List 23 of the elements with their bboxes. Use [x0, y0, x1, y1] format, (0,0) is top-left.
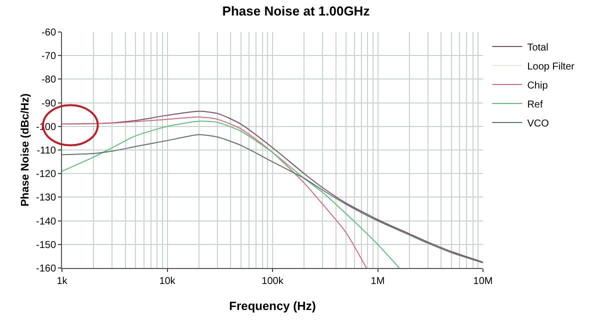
- y-tick-label: -160: [36, 264, 56, 274]
- legend-label: Loop Filter: [527, 61, 576, 72]
- legend-label: VCO: [527, 118, 550, 130]
- y-tick-label: -150: [36, 240, 56, 251]
- x-tick-label: 10M: [473, 276, 493, 287]
- chart-title: Phase Noise at 1.00GHz: [222, 4, 370, 19]
- legend-label: Chip: [527, 80, 548, 92]
- y-tick-label: -70: [42, 51, 56, 62]
- x-tick-label: 10k: [159, 276, 176, 287]
- y-tick-label: -140: [36, 216, 56, 228]
- x-tick-label: 1M: [370, 276, 385, 287]
- y-tick-label: -120: [36, 169, 56, 180]
- x-axis-title: Frequency (Hz): [229, 298, 316, 313]
- y-tick-label: -60: [42, 28, 56, 38]
- x-tick-label: 100k: [262, 276, 284, 287]
- y-axis-title: Phase Noise (dBc/Hz): [20, 93, 32, 207]
- y-tick-label: -110: [36, 146, 56, 156]
- y-tick-label: -130: [36, 192, 56, 204]
- legend-label: Ref: [527, 99, 543, 110]
- x-tick-label: 1k: [56, 276, 68, 287]
- y-tick-label: -90: [42, 98, 56, 110]
- legend-label: Total: [527, 42, 548, 54]
- y-tick-label: -80: [42, 74, 56, 86]
